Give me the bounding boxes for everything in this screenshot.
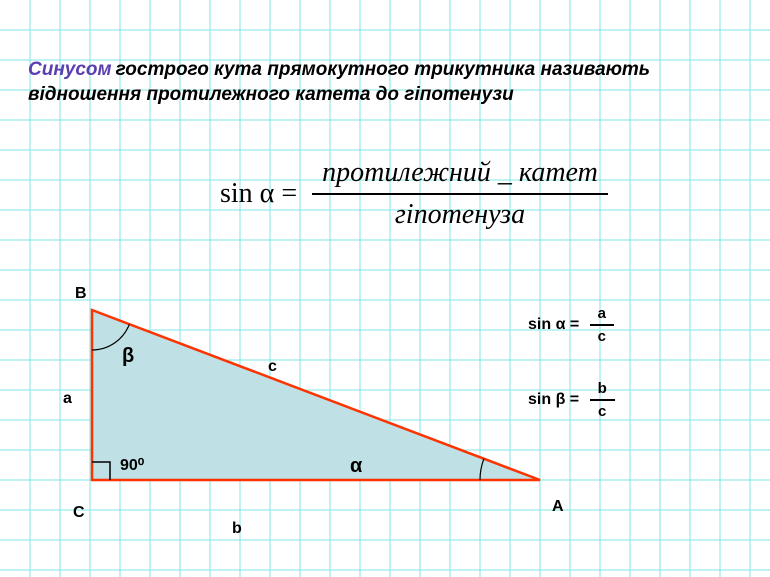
heading-lead: Синусом xyxy=(28,59,112,80)
sin-beta-den: c xyxy=(590,401,615,420)
angle-beta-label: β xyxy=(122,345,134,368)
sin-alpha-den: c xyxy=(590,326,614,345)
heading-rest-1: гострого кута прямокутного трикутника на… xyxy=(116,59,650,80)
sin-alpha-num: a xyxy=(590,305,614,326)
angle-alpha-label: α xyxy=(350,455,362,478)
side-b: b xyxy=(232,520,242,538)
side-c: c xyxy=(268,358,277,376)
formula-numerator: протилежний _ катет xyxy=(312,155,608,195)
triangle-diagram xyxy=(50,280,570,510)
side-a: a xyxy=(63,390,72,408)
right-angle-label: 90⁰ xyxy=(120,455,144,475)
sine-formula: sin α = протилежний _ катет гіпотенуза xyxy=(220,155,608,233)
sin-alpha-lhs: sin α = xyxy=(528,316,579,334)
formula-lhs: sin α = xyxy=(220,178,297,210)
sin-alpha-equation: sin α = a c xyxy=(528,305,614,345)
sin-beta-num: b xyxy=(590,380,615,401)
vertex-a: A xyxy=(552,498,564,516)
formula-fraction: протилежний _ катет гіпотенуза xyxy=(312,155,608,233)
vertex-b: B xyxy=(75,285,87,303)
heading-rest-2: відношення протилежного катета до гіпоте… xyxy=(28,84,514,105)
vertex-c: C xyxy=(73,504,85,522)
definition-heading: Синусомгострого кута прямокутного трикут… xyxy=(28,58,650,107)
sin-beta-equation: sin β = b c xyxy=(528,380,615,420)
sin-beta-lhs: sin β = xyxy=(528,391,579,409)
formula-denominator: гіпотенуза xyxy=(312,195,608,233)
